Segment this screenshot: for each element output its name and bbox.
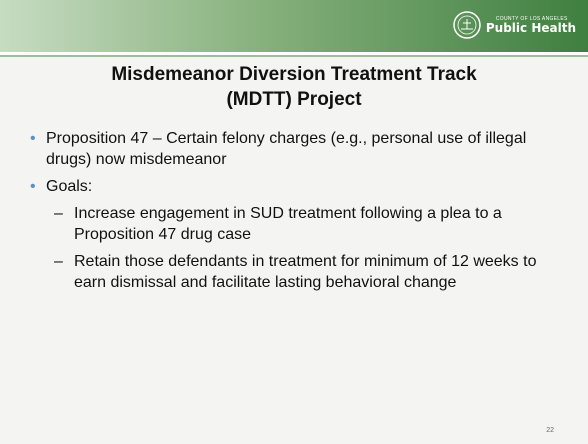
slide-title: Misdemeanor Diversion Treatment Track (MD… (0, 62, 588, 112)
sub-bullet: Retain those defendants in treatment for… (30, 251, 560, 293)
title-line: Misdemeanor Diversion Treatment Track (111, 64, 477, 85)
bullet: Goals: (30, 176, 560, 197)
org: Public Health (485, 20, 576, 35)
logo: County of Los Angeles Public Health (452, 10, 576, 40)
bullet-list: Proposition 47 – Certain felony charges … (30, 128, 560, 293)
title-line: (MDTT) Project (226, 89, 362, 110)
header-band: County of Los Angeles Public Health (0, 0, 588, 55)
logo-text: County of Los Angeles Public Health (485, 15, 576, 35)
sub-bullet: Increase engagement in SUD treatment fol… (30, 203, 560, 245)
page-number: 22 (546, 427, 554, 434)
bullet: Proposition 47 – Certain felony charges … (30, 128, 560, 170)
seal (453, 11, 481, 39)
org-small: County of Los Angeles (495, 15, 568, 22)
